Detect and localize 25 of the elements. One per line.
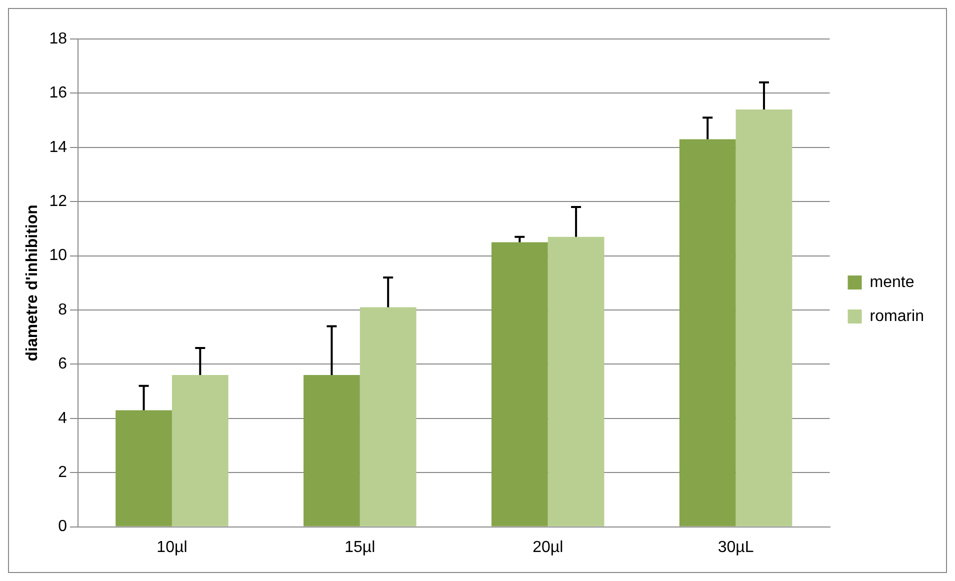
bar	[548, 236, 604, 526]
bar	[304, 375, 360, 526]
y-tick-label: 14	[49, 138, 68, 156]
y-tick-label: 8	[58, 301, 68, 318]
bar	[360, 307, 416, 526]
y-tick-label: 2	[58, 464, 68, 482]
x-tick-label: 10µl	[156, 538, 188, 556]
bar	[172, 375, 228, 526]
bar	[679, 139, 736, 526]
y-tick-label: 0	[58, 518, 68, 536]
y-tick-label: 4	[58, 410, 68, 427]
bar	[116, 410, 172, 526]
legend-label: romarin	[870, 308, 924, 325]
legend-label: mente	[870, 274, 914, 291]
y-tick-label: 10	[49, 247, 68, 264]
bar	[491, 242, 548, 526]
y-tick-label: 6	[58, 356, 68, 373]
x-tick-label: 30µL	[718, 538, 754, 556]
y-tick-label: 16	[49, 84, 68, 102]
bar	[736, 109, 792, 526]
y-tick-label: 12	[49, 193, 68, 210]
y-tick-label: 18	[49, 30, 68, 48]
y-axis-title: diametre d'inhibition	[24, 204, 42, 362]
x-tick-label: 15µl	[344, 538, 376, 556]
x-tick-label: 20µl	[532, 538, 564, 556]
